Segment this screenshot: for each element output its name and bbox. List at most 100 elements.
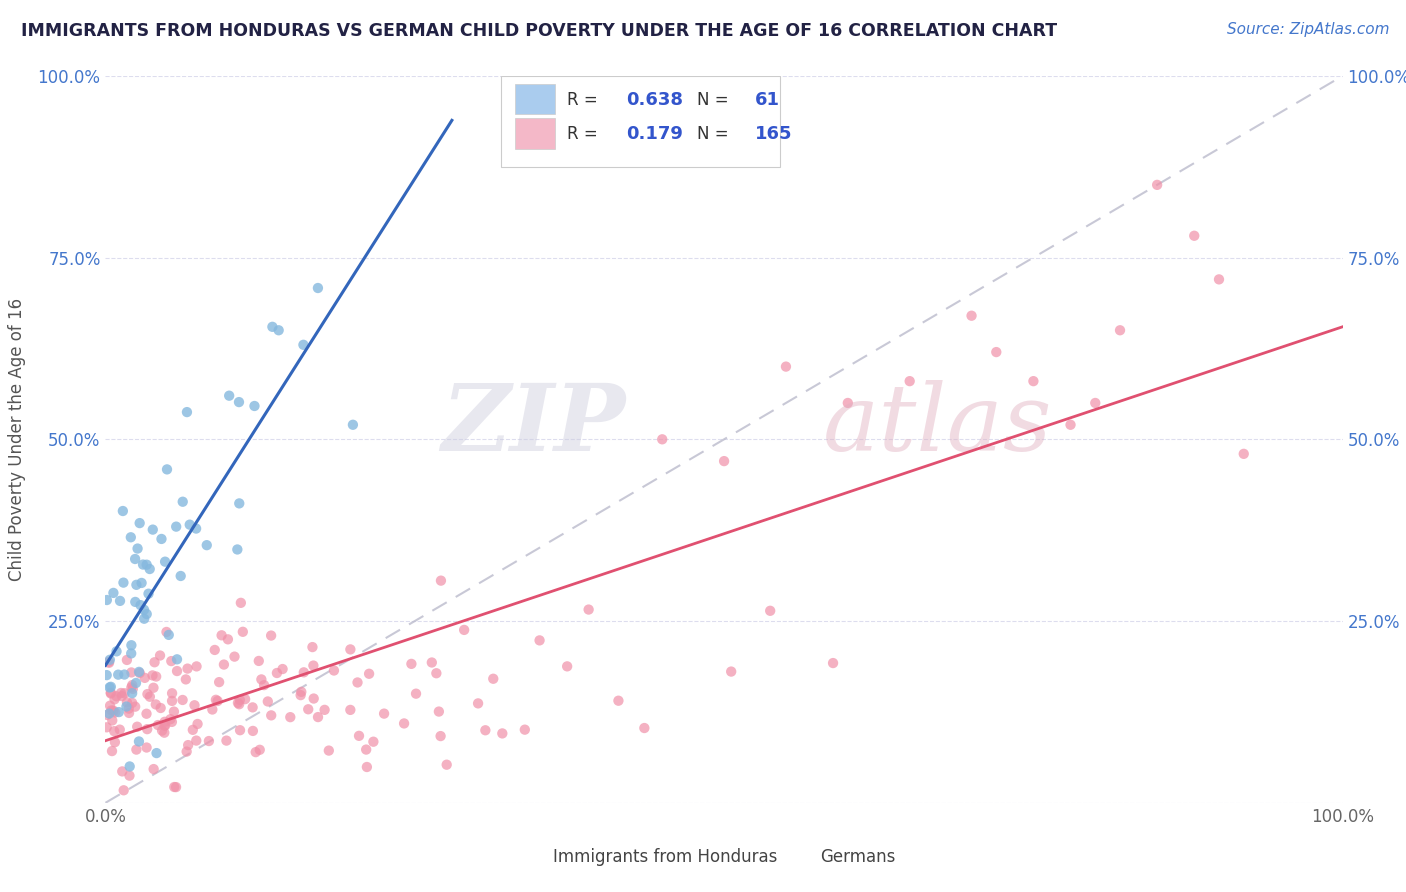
Point [302, 691, 325, 706]
Point [184, 522, 207, 536]
Point [96, 720, 118, 734]
Point [229, 723, 252, 738]
Text: N =: N = [697, 125, 734, 143]
Point [145, 746, 167, 760]
Point [207, 694, 229, 708]
Point [105, 644, 128, 658]
Point [143, 655, 166, 669]
Point [823, 656, 845, 670]
Point [228, 698, 250, 712]
Point [136, 722, 159, 736]
Point [266, 665, 288, 680]
Point [121, 696, 143, 710]
Point [98, 681, 121, 695]
Point [125, 578, 148, 592]
Point [217, 632, 239, 647]
Point [453, 623, 475, 637]
FancyBboxPatch shape [778, 844, 813, 871]
Point [98, 653, 121, 667]
Point [96, 668, 118, 682]
Text: N =: N = [697, 91, 734, 109]
Point [1059, 417, 1081, 432]
Point [292, 338, 315, 352]
Point [101, 744, 124, 758]
Point [127, 541, 149, 556]
Point [179, 517, 201, 532]
Point [166, 652, 188, 666]
Point [128, 516, 150, 530]
Point [290, 688, 312, 702]
Point [142, 762, 165, 776]
Point [260, 708, 283, 723]
Point [201, 702, 224, 716]
Point [98, 656, 121, 670]
FancyBboxPatch shape [515, 118, 554, 148]
Point [359, 666, 381, 681]
Point [112, 575, 135, 590]
Point [128, 666, 150, 681]
Point [103, 586, 125, 600]
Point [720, 665, 742, 679]
Point [149, 701, 172, 715]
Point [134, 612, 156, 626]
Point [278, 710, 301, 724]
Point [165, 519, 187, 533]
Point [120, 681, 142, 695]
Point [204, 643, 226, 657]
Point [467, 697, 489, 711]
Point [104, 735, 127, 749]
Point [118, 769, 141, 783]
Point [120, 530, 142, 544]
Text: R =: R = [567, 125, 603, 143]
Point [128, 665, 150, 679]
Text: 61: 61 [755, 91, 780, 109]
Point [186, 733, 208, 747]
Point [146, 718, 169, 732]
FancyBboxPatch shape [512, 844, 547, 871]
Point [115, 699, 138, 714]
Point [960, 309, 983, 323]
Point [165, 780, 187, 794]
Text: 165: 165 [755, 125, 793, 143]
Point [425, 666, 447, 681]
Point [153, 725, 176, 739]
Point [314, 703, 336, 717]
Point [118, 706, 141, 720]
Point [124, 552, 146, 566]
Point [108, 594, 131, 608]
Point [105, 690, 128, 704]
Point [128, 734, 150, 748]
Point [226, 542, 249, 557]
Point [245, 745, 267, 759]
Point [243, 399, 266, 413]
Point [121, 678, 143, 692]
Point [142, 681, 165, 695]
Point [98, 698, 121, 713]
Point [153, 718, 176, 732]
Point [401, 657, 423, 671]
Point [160, 654, 183, 668]
Point [228, 496, 250, 510]
Text: 0.638: 0.638 [626, 91, 683, 109]
Point [170, 569, 193, 583]
Point [427, 705, 450, 719]
Point [837, 396, 859, 410]
Point [103, 704, 125, 718]
Point [135, 740, 157, 755]
Point [142, 523, 165, 537]
Point [491, 726, 513, 740]
Point [297, 702, 319, 716]
Point [1208, 272, 1230, 286]
Point [174, 673, 197, 687]
Point [138, 587, 160, 601]
Point [149, 648, 172, 663]
Point [323, 664, 346, 678]
Point [436, 757, 458, 772]
Point [339, 642, 361, 657]
Point [120, 647, 142, 661]
Point [145, 669, 167, 683]
Point [121, 681, 143, 696]
Point [247, 654, 270, 668]
Point [307, 710, 329, 724]
Point [138, 562, 160, 576]
